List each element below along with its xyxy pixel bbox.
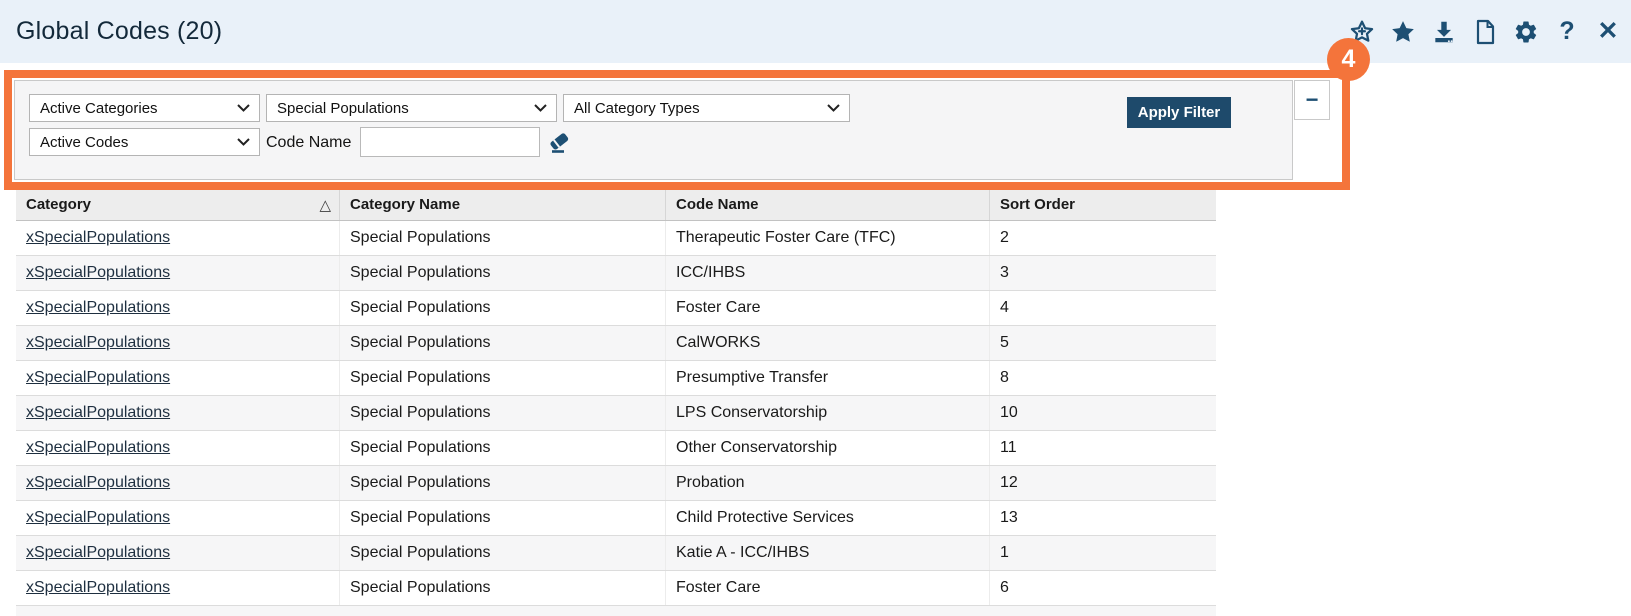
page-header: Global Codes (20) [0,0,1631,63]
table-row: xSpecialPopulations Special Populations … [16,501,1216,536]
category-name-cell: Special Populations [340,466,666,500]
settings-gear-icon[interactable] [1513,19,1539,45]
chevron-down-icon [237,138,250,146]
sort-ascending-icon[interactable]: △ [319,196,331,214]
dropdown-value: Active Categories [40,99,158,117]
sort-order-cell: 12 [1000,474,1018,491]
dropdown-value: Active Codes [40,133,129,151]
active-codes-dropdown[interactable]: Active Codes [29,128,260,156]
sort-order-cell: 4 [1000,299,1009,316]
collapse-filter-button[interactable]: − [1294,80,1330,120]
category-name-cell: Special Populations [340,326,666,360]
code-name-input[interactable] [360,127,540,157]
category-link[interactable]: xSpecialPopulations [26,439,171,456]
help-icon[interactable]: ? [1559,17,1575,45]
category-name-cell: Special Populations [340,501,666,535]
table-row: xSpecialPopulations Special Populations … [16,466,1216,501]
category-name-cell: Special Populations [340,431,666,465]
table-row: xSpecialPopulations Special Populations … [16,326,1216,361]
code-name-cell: Foster Care [666,571,990,605]
table-row: xSpecialPopulations Special Populations … [16,431,1216,466]
minus-icon: − [1305,87,1319,112]
category-link[interactable]: xSpecialPopulations [26,264,171,281]
partial-next-row [16,606,1216,616]
column-header-category[interactable]: Category △ [16,189,340,220]
favorite-add-icon[interactable] [1349,19,1375,45]
sort-order-cell: 1 [1000,544,1009,561]
apply-filter-button[interactable]: Apply Filter [1127,97,1231,128]
category-name-cell: Special Populations [340,256,666,290]
sort-order-cell: 8 [1000,369,1009,386]
category-link[interactable]: xSpecialPopulations [26,404,171,421]
category-name-cell: Special Populations [340,291,666,325]
code-name-cell: LPS Conservatorship [666,396,990,430]
category-link[interactable]: xSpecialPopulations [26,474,171,491]
code-name-cell: Foster Care [666,291,990,325]
favorite-icon[interactable] [1390,19,1416,45]
code-name-cell: CalWORKS [666,326,990,360]
chevron-down-icon [237,104,250,112]
active-categories-dropdown[interactable]: Active Categories [29,94,260,122]
sort-order-cell: 2 [1000,229,1009,246]
column-header-category-name[interactable]: Category Name [340,189,666,220]
sort-order-cell: 5 [1000,334,1009,351]
dropdown-value: Special Populations [277,99,409,117]
category-name-cell: Special Populations [340,571,666,605]
category-link[interactable]: xSpecialPopulations [26,509,171,526]
sort-order-cell: 3 [1000,264,1009,281]
eraser-icon[interactable] [545,129,573,157]
category-link[interactable]: xSpecialPopulations [26,229,171,246]
table-row: xSpecialPopulations Special Populations … [16,571,1216,606]
code-name-cell: Child Protective Services [666,501,990,535]
dropdown-value: All Category Types [574,99,700,117]
chevron-down-icon [534,104,547,112]
sort-order-cell: 11 [1000,439,1017,456]
table-header-row: Category △ Category Name Code Name Sort … [16,188,1216,221]
code-name-cell: Therapeutic Foster Care (TFC) [666,221,990,255]
category-name-cell: Special Populations [340,361,666,395]
code-name-cell: Probation [666,466,990,500]
code-name-cell: Katie A - ICC/IHBS [666,536,990,570]
category-name-cell: Special Populations [340,396,666,430]
code-name-cell: Other Conservatorship [666,431,990,465]
page-title: Global Codes (20) [16,17,223,45]
code-name-label: Code Name [266,134,352,151]
table-body: xSpecialPopulations Special Populations … [16,221,1216,606]
toolbar: ? ✕ [1349,0,1621,63]
code-name-cell: ICC/IHBS [666,256,990,290]
sort-order-cell: 6 [1000,579,1009,596]
category-dropdown[interactable]: Special Populations [266,94,557,122]
sort-order-cell: 10 [1000,404,1018,421]
category-types-dropdown[interactable]: All Category Types [563,94,850,122]
table-row: xSpecialPopulations Special Populations … [16,256,1216,291]
new-document-icon[interactable] [1472,19,1498,45]
global-codes-table: Category △ Category Name Code Name Sort … [16,188,1216,606]
close-icon[interactable]: ✕ [1597,17,1619,45]
category-link[interactable]: xSpecialPopulations [26,369,171,386]
category-link[interactable]: xSpecialPopulations [26,299,171,316]
column-header-sort-order[interactable]: Sort Order [1000,196,1076,213]
code-name-cell: Presumptive Transfer [666,361,990,395]
table-row: xSpecialPopulations Special Populations … [16,396,1216,431]
table-row: xSpecialPopulations Special Populations … [16,536,1216,571]
table-row: xSpecialPopulations Special Populations … [16,291,1216,326]
sort-order-cell: 13 [1000,509,1018,526]
annotation-step-badge: 4 [1327,38,1370,81]
badge-number: 4 [1341,45,1356,73]
category-link[interactable]: xSpecialPopulations [26,544,171,561]
category-link[interactable]: xSpecialPopulations [26,334,171,351]
category-name-cell: Special Populations [340,536,666,570]
chevron-down-icon [827,104,840,112]
column-header-code-name[interactable]: Code Name [666,189,990,220]
category-link[interactable]: xSpecialPopulations [26,579,171,596]
table-row: xSpecialPopulations Special Populations … [16,221,1216,256]
category-name-cell: Special Populations [340,221,666,255]
export-download-icon[interactable] [1431,19,1457,45]
table-row: xSpecialPopulations Special Populations … [16,361,1216,396]
